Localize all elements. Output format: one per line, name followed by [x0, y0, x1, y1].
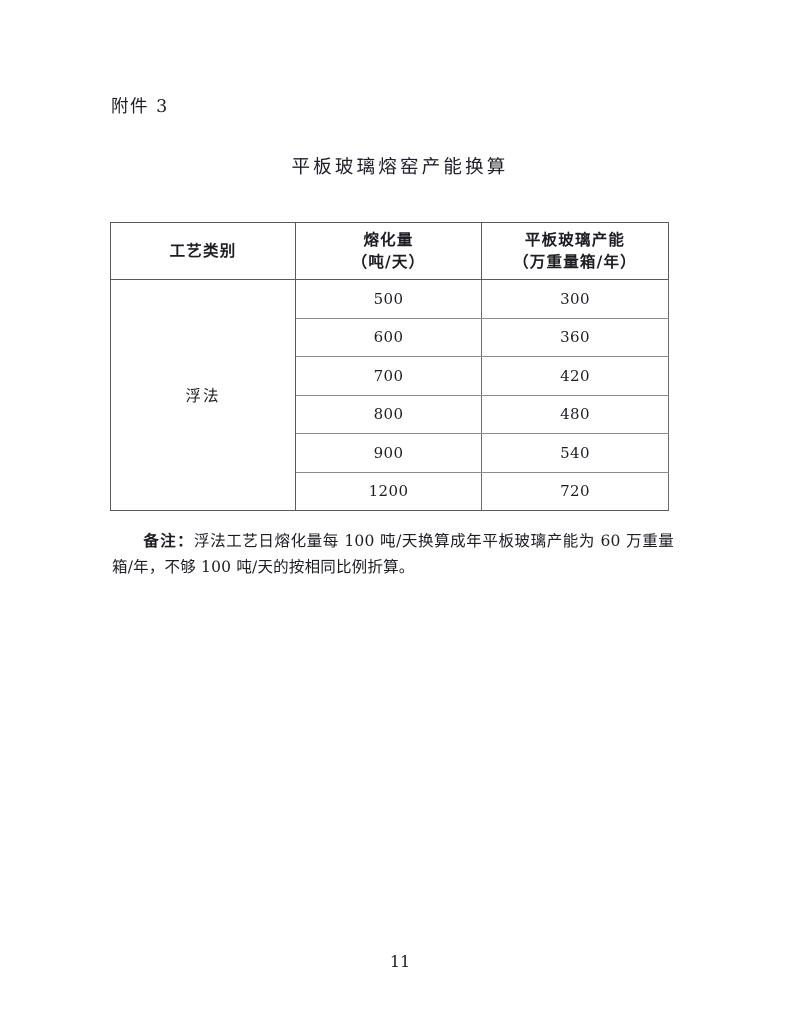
table-note: 备注：浮法工艺日熔化量每 100 吨/天换算成年平板玻璃产能为 60 万重量箱/…: [112, 528, 674, 580]
annex-label: 附件 3: [111, 97, 169, 117]
table-row: 浮法 500 300: [110, 279, 669, 511]
cell-melting-1: 600: [295, 317, 482, 357]
table-row: 700 420: [111, 356, 669, 396]
capacity-conversion-table: 工艺类别 熔化量 （吨/天） 平板玻璃产能 （万重量箱/年） 浮法 500 30…: [110, 222, 669, 511]
column-header-category-label: 工艺类别: [169, 240, 237, 260]
cell-process-category: 浮法: [110, 279, 296, 511]
table-row: 900 540: [111, 433, 669, 473]
cell-melting-3: 800: [295, 394, 482, 434]
column-header-melting: 熔化量 （吨/天）: [295, 222, 482, 280]
cell-melting-2: 700: [295, 356, 482, 396]
cell-output-4: 540: [481, 433, 669, 473]
table-row: 1200 720: [111, 471, 669, 511]
cell-melting-5: 1200: [295, 471, 482, 511]
cell-output-1: 360: [481, 317, 669, 357]
column-header-output: 平板玻璃产能 （万重量箱/年）: [481, 222, 669, 280]
cell-output-0: 300: [481, 279, 669, 319]
cell-output-3: 480: [481, 394, 669, 434]
cell-melting-4: 900: [295, 433, 482, 473]
table-body: 浮法 500 300 600 360 700 420 800 480 900 5…: [110, 279, 669, 511]
cell-output-2: 420: [481, 356, 669, 396]
column-header-melting-line1: 熔化量: [363, 229, 414, 249]
column-header-output-line1: 平板玻璃产能: [524, 229, 626, 249]
column-header-category: 工艺类别: [110, 222, 296, 280]
page-number: 11: [389, 952, 411, 971]
column-header-output-line2: （万重量箱/年）: [513, 252, 637, 271]
cell-output-5: 720: [481, 471, 669, 511]
table-row: 600 360: [111, 317, 669, 357]
note-text: 浮法工艺日熔化量每 100 吨/天换算成年平板玻璃产能为 60 万重量箱/年，不…: [112, 532, 674, 576]
table-row: 800 480: [111, 394, 669, 434]
table-header: 工艺类别 熔化量 （吨/天） 平板玻璃产能 （万重量箱/年）: [110, 222, 669, 280]
page-title: 平板玻璃熔窑产能换算: [291, 157, 509, 178]
cell-melting-0: 500: [295, 279, 482, 319]
note-label: 备注：: [143, 531, 195, 550]
table-header-row: 工艺类别 熔化量 （吨/天） 平板玻璃产能 （万重量箱/年）: [110, 222, 669, 280]
column-header-melting-line2: （吨/天）: [351, 252, 426, 271]
